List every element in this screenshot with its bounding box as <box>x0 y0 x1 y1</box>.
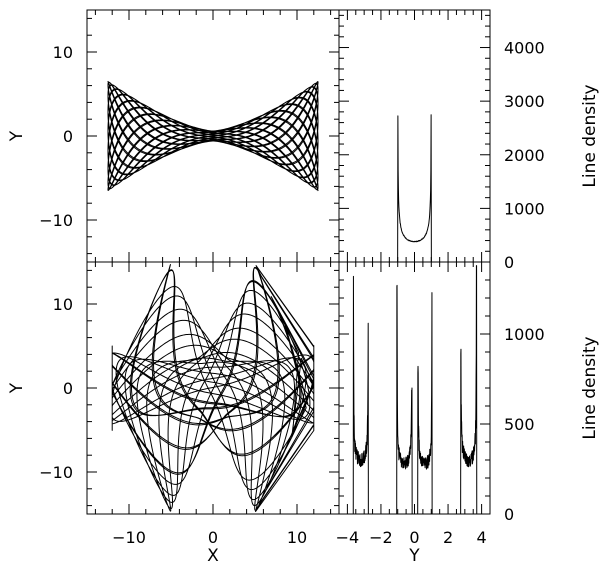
y-tick-label: 500 <box>504 415 535 434</box>
y-tick-label: 0 <box>63 127 73 146</box>
bottom-right-density-curve <box>338 265 491 515</box>
x-tick-label: −10 <box>112 528 146 547</box>
bottom-left-orbit-trace <box>111 263 315 513</box>
x-tick-label: −4 <box>336 528 360 547</box>
y-tick-label: 0 <box>504 505 514 524</box>
y-tick-label: 2000 <box>504 146 545 165</box>
top-left-orbit-trace <box>107 80 319 192</box>
x-tick-label: 0 <box>409 528 419 547</box>
y-axis-title: Line density <box>580 84 600 187</box>
x-tick-label: 2 <box>443 528 453 547</box>
x-axis-title: X <box>207 546 219 565</box>
y-tick-label: 4000 <box>504 39 545 58</box>
y-tick-label: 0 <box>63 379 73 398</box>
y-tick-label: −10 <box>39 211 73 230</box>
panel-top-right: 0 1000 2000 3000 4000 Line density <box>338 9 600 272</box>
y-axis-title: Line density <box>580 336 600 439</box>
x-axis-title: Y <box>408 546 420 565</box>
top-right-density-curve <box>338 114 491 263</box>
x-tick-label: −2 <box>369 528 393 547</box>
y-tick-label: 1000 <box>504 199 545 218</box>
x-tick-label: 0 <box>208 528 218 547</box>
top-right-frame <box>338 9 491 263</box>
bottom-right-frame <box>338 261 491 515</box>
y-tick-label: −10 <box>39 463 73 482</box>
y-tick-label: 0 <box>504 253 514 272</box>
y-tick-label: 3000 <box>504 92 545 111</box>
y-tick-label: 1000 <box>504 325 545 344</box>
y-axis-title: Y <box>7 382 27 394</box>
x-tick-label: 10 <box>287 528 307 547</box>
panel-bottom-left: −10 0 10 −10 0 10 Y X <box>7 261 340 565</box>
panel-top-left: −10 0 10 Y <box>7 9 340 263</box>
y-axis-title: Y <box>7 130 27 142</box>
x-tick-label: 4 <box>477 528 487 547</box>
y-tick-label: 10 <box>53 43 73 62</box>
y-tick-label: 10 <box>53 295 73 314</box>
